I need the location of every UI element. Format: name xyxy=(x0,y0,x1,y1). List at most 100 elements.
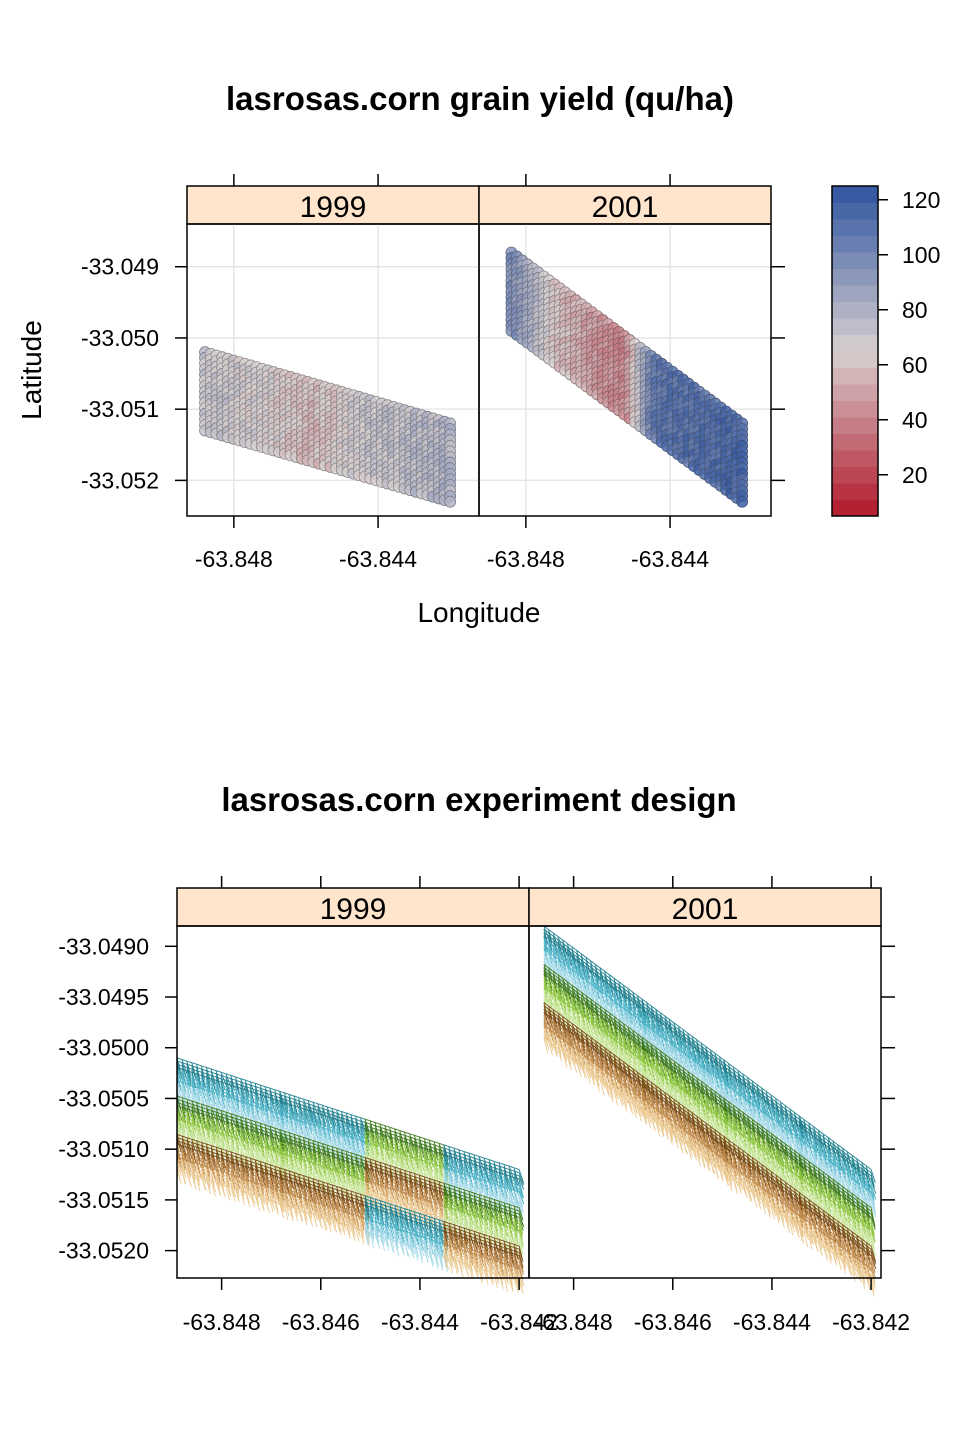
design-plot-row xyxy=(543,960,648,1048)
design-plot-row xyxy=(543,995,647,1085)
colorkey-segment xyxy=(832,334,878,352)
design-plot-row xyxy=(723,1094,804,1165)
design-plot-row xyxy=(543,963,648,1052)
y-tick-label: -33.050 xyxy=(81,325,159,351)
y-tick-label: -33.0495 xyxy=(58,984,149,1010)
design-axes: -63.848 -63.846 -63.844 -63.842-63.848 -63.8… xyxy=(58,876,910,1335)
design-plot-row xyxy=(279,1116,369,1161)
design-plot-row xyxy=(279,1110,369,1154)
design-plot-row xyxy=(641,1100,729,1176)
design-plot-row xyxy=(364,1204,449,1248)
design-plot-row xyxy=(543,967,646,1053)
colorkey-segment xyxy=(832,499,878,517)
design-plot-row xyxy=(443,1256,524,1294)
design-plot-row xyxy=(176,1057,284,1106)
design-plot-row xyxy=(723,1126,804,1196)
design-panel-2001-frame xyxy=(528,925,882,1279)
design-plot-row xyxy=(798,1160,876,1227)
design-plot-row xyxy=(543,947,648,1036)
design-plot-row xyxy=(798,1182,875,1252)
design-plot-row xyxy=(543,1037,648,1125)
design-plot-row xyxy=(364,1188,448,1230)
design-plot-row xyxy=(279,1186,369,1229)
design-plot-row xyxy=(279,1183,370,1225)
y-tick-label: -33.0520 xyxy=(58,1238,149,1264)
colorkey-segment xyxy=(832,433,878,451)
design-plot-row xyxy=(641,1068,730,1143)
colorkey-segment xyxy=(832,301,878,319)
design-chart: lasrosas.corn experiment design 1999 200… xyxy=(58,781,910,1335)
colorkey-segment xyxy=(832,417,878,434)
colorkey-segment xyxy=(832,202,878,220)
colorkey-segment xyxy=(832,367,878,385)
design-plot-row xyxy=(798,1179,875,1249)
design-plot-row xyxy=(364,1198,449,1240)
design-plot-row xyxy=(543,992,647,1080)
design-plot-row xyxy=(723,1171,805,1244)
design-plot-row xyxy=(279,1202,370,1246)
design-plot-row xyxy=(443,1189,525,1228)
design-plot-row xyxy=(641,1020,729,1096)
colorkey-frame xyxy=(831,185,879,517)
design-plot-row xyxy=(279,1199,370,1243)
y-tick-label: -33.0505 xyxy=(58,1085,149,1111)
colorkey-tick-label: 40 xyxy=(902,407,928,433)
design-plot-row xyxy=(364,1179,448,1220)
design-plot-row xyxy=(443,1236,524,1275)
design-plot-row xyxy=(641,1084,729,1162)
design-plot-row xyxy=(723,1075,805,1147)
design-lines-2001 xyxy=(543,925,877,1297)
colorkey-segment xyxy=(832,466,878,484)
design-plot-row xyxy=(543,998,647,1086)
design-plot-row xyxy=(176,1146,284,1194)
yield-chart-title: lasrosas.corn grain yield (qu/ha) xyxy=(226,80,734,117)
design-plot-row xyxy=(723,1158,804,1228)
design-plot-row xyxy=(798,1141,876,1209)
design-plot-row xyxy=(798,1137,875,1206)
design-plot-row xyxy=(798,1214,875,1282)
design-plot-row xyxy=(364,1230,448,1272)
design-plot-row xyxy=(364,1185,448,1228)
yield-strip-2001 xyxy=(478,185,772,225)
design-plot-row xyxy=(543,1030,647,1121)
design-plot-row xyxy=(798,1128,875,1198)
design-plot-row xyxy=(279,1176,370,1220)
y-tick-label: -33.049 xyxy=(81,254,159,280)
design-plot-row xyxy=(723,1081,803,1152)
colorkey-tick-label: 60 xyxy=(902,352,928,378)
x-tick-label: -63.844 xyxy=(381,1309,459,1335)
y-tick-label: -33.0500 xyxy=(58,1035,149,1061)
design-plot-row xyxy=(723,1100,804,1170)
design-plot-row xyxy=(798,1176,876,1243)
design-plot-row xyxy=(723,1155,804,1225)
x-tick-label: -63.846 xyxy=(282,1309,360,1335)
design-plot-row xyxy=(443,1192,524,1232)
design-plot-row xyxy=(364,1208,449,1250)
design-plot-row xyxy=(176,1070,284,1117)
design-plot-row xyxy=(443,1157,525,1198)
design-plot-row xyxy=(543,1011,647,1101)
design-plot-row xyxy=(641,1094,728,1169)
design-plot-row xyxy=(641,1024,729,1099)
design-plot-row xyxy=(723,1132,804,1206)
yield-axes: -63.848 -63.844 -63.848 -63.844 -33.049 -33.0… xyxy=(81,174,785,572)
yield-points-1999 xyxy=(199,346,457,508)
colorkey-segment xyxy=(832,318,878,335)
design-plot-row xyxy=(641,1046,729,1123)
y-tick-label: -33.0490 xyxy=(58,933,149,959)
design-plot-row xyxy=(641,1075,729,1152)
design-strip-2001 xyxy=(528,887,882,927)
design-plot-row xyxy=(176,1092,285,1140)
design-plot-row xyxy=(798,1125,877,1194)
design-plot-row xyxy=(798,1134,875,1201)
yield-chart: lasrosas.corn grain yield (qu/ha) 1999 2… xyxy=(16,80,940,628)
design-panel-2001: 2001 xyxy=(528,887,882,1297)
design-strip-1999-label: 1999 xyxy=(320,893,387,926)
design-plot-row xyxy=(798,1185,876,1255)
design-plot-row xyxy=(176,1111,285,1160)
design-plot-row xyxy=(723,1164,804,1237)
y-tick-label: -33.0510 xyxy=(58,1136,149,1162)
colorkey-segment xyxy=(832,483,878,500)
design-plot-row xyxy=(723,1113,804,1185)
design-plot-row xyxy=(176,1098,285,1148)
